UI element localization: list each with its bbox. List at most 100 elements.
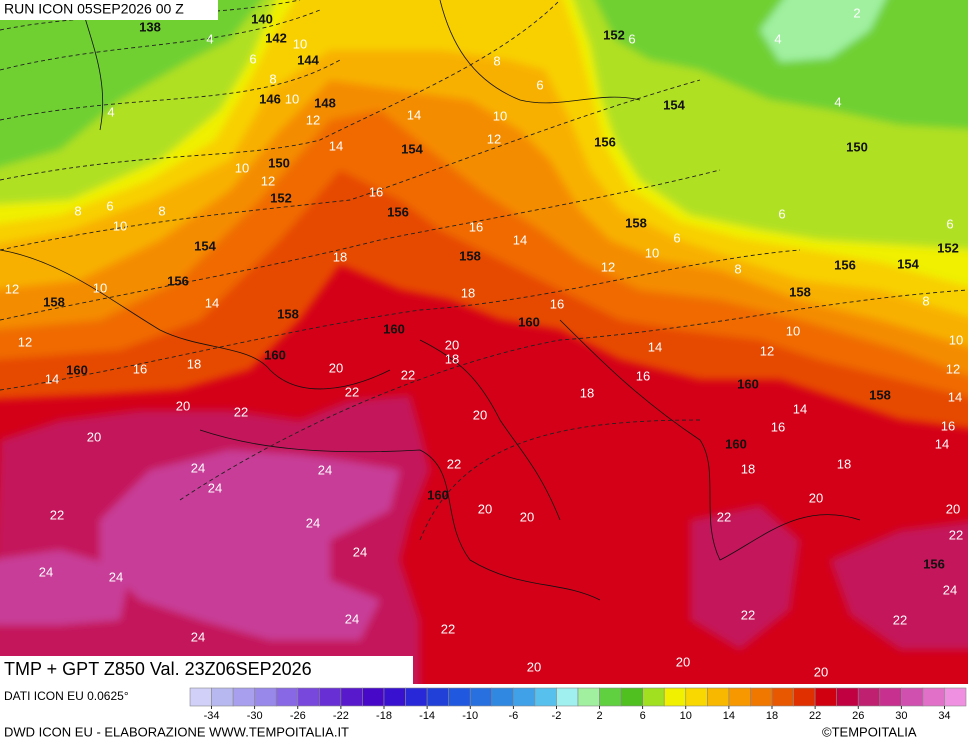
temperature-label: 22 [717,509,731,524]
temperature-label: 6 [536,77,543,92]
temperature-label: 18 [461,285,475,300]
colorbar-swatch [556,687,579,707]
temperature-label: 18 [445,351,459,366]
geopotential-label: 160 [737,376,759,391]
temperature-label: 12 [946,361,960,376]
temperature-label: 14 [329,138,343,153]
temperature-label: 14 [648,339,662,354]
temperature-label: 4 [774,31,781,46]
temperature-label: 22 [949,527,963,542]
geopotential-label: 156 [167,273,189,288]
temperature-label: 8 [922,293,929,308]
temperature-label: 20 [478,501,492,516]
geopotential-label: 154 [897,256,919,271]
temperature-label: 4 [206,31,213,46]
colorbar-swatch [491,687,514,707]
temperature-label: 8 [158,203,165,218]
temperature-label: 12 [18,334,32,349]
colorbar-tick-label: -14 [419,710,435,722]
temperature-label: 22 [893,612,907,627]
temperature-label: 22 [401,367,415,382]
geopotential-label: 156 [594,134,616,149]
temperature-label: 16 [133,361,147,376]
temperature-label: 10 [493,108,507,123]
temperature-label: 16 [771,419,785,434]
temperature-label: 18 [333,249,347,264]
geopotential-label: 138 [139,19,161,34]
geopotential-label: 158 [789,284,811,299]
temperature-label: 10 [285,91,299,106]
geopotential-label: 158 [43,294,65,309]
colorbar-swatch [663,687,687,707]
temperature-label: 14 [948,389,962,404]
colorbar-tick-label: -6 [508,710,518,722]
temperature-label: 6 [106,198,113,213]
temperature-label: 24 [109,569,123,584]
temperature-label: 18 [741,461,755,476]
colorbar-tick-label: 34 [938,710,950,722]
temperature-label: 24 [191,460,205,475]
colorbar-swatch [448,687,471,707]
colorbar-swatch [857,687,881,707]
temperature-label: 12 [760,343,774,358]
geopotential-label: 144 [297,52,319,67]
geopotential-label: 152 [270,190,292,205]
colorbar-swatch [814,687,837,707]
geopotential-label: 160 [383,321,405,336]
geopotential-label: 156 [387,204,409,219]
copyright: ©TEMPOITALIA [822,724,917,739]
geopotential-label: 142 [265,30,287,45]
geopotential-label: 160 [427,487,449,502]
temperature-label: 22 [234,404,248,419]
temperature-label: 24 [943,582,957,597]
legend-title-box [0,656,413,684]
colorbar-swatch [707,687,730,707]
temperature-label: 10 [93,280,107,295]
temperature-label: 24 [353,544,367,559]
colorbar-swatch [513,687,536,707]
temperature-label: 16 [369,184,383,199]
colorbar-swatch [405,687,428,707]
geopotential-label: 152 [937,240,959,255]
temperature-label: 18 [187,356,201,371]
temperature-label: 20 [809,490,823,505]
data-source: DATI ICON EU 0.0625° [4,689,129,703]
colorbar-swatch [254,687,277,707]
colorbar-swatch [642,687,665,707]
geopotential-label: 158 [277,306,299,321]
temperature-label: 10 [293,36,307,51]
geopotential-label: 156 [923,556,945,571]
colorbar-tick-label: 10 [680,710,692,722]
colorbar-swatch [577,687,600,707]
credit: DWD ICON EU - ELABORAZIONE WWW.TEMPOITAL… [4,724,349,739]
colorbar-swatch [534,687,557,707]
colorbar-tick-label: 22 [809,710,821,722]
temperature-label: 12 [487,131,501,146]
colorbar-swatch [362,687,385,707]
colorbar-tick-label: -30 [247,710,263,722]
temperature-label: 20 [87,429,101,444]
colorbar-swatch [836,687,859,707]
geopotential-label: 154 [663,97,685,112]
temperature-label: 4 [834,94,841,109]
colorbar-swatch [944,687,967,707]
colorbar-tick-label: 30 [895,710,907,722]
temperature-label: 24 [39,564,53,579]
geopotential-label: 150 [268,155,290,170]
colorbar-swatch [383,687,406,707]
colorbar-tick-label: -18 [376,710,392,722]
temperature-label: 10 [113,218,127,233]
temperature-label: 18 [837,456,851,471]
geopotential-label: 156 [834,257,856,272]
colorbar-swatch [685,687,708,707]
colorbar-tick-label: -34 [204,710,220,722]
temperature-label: 22 [447,456,461,471]
colorbar-tick-label: 18 [766,710,778,722]
colorbar-swatch [793,687,816,707]
colorbar-swatch [879,687,902,707]
temperature-label: 14 [513,232,527,247]
colorbar-tick-label: 2 [596,710,602,722]
colorbar-swatch [771,687,794,707]
